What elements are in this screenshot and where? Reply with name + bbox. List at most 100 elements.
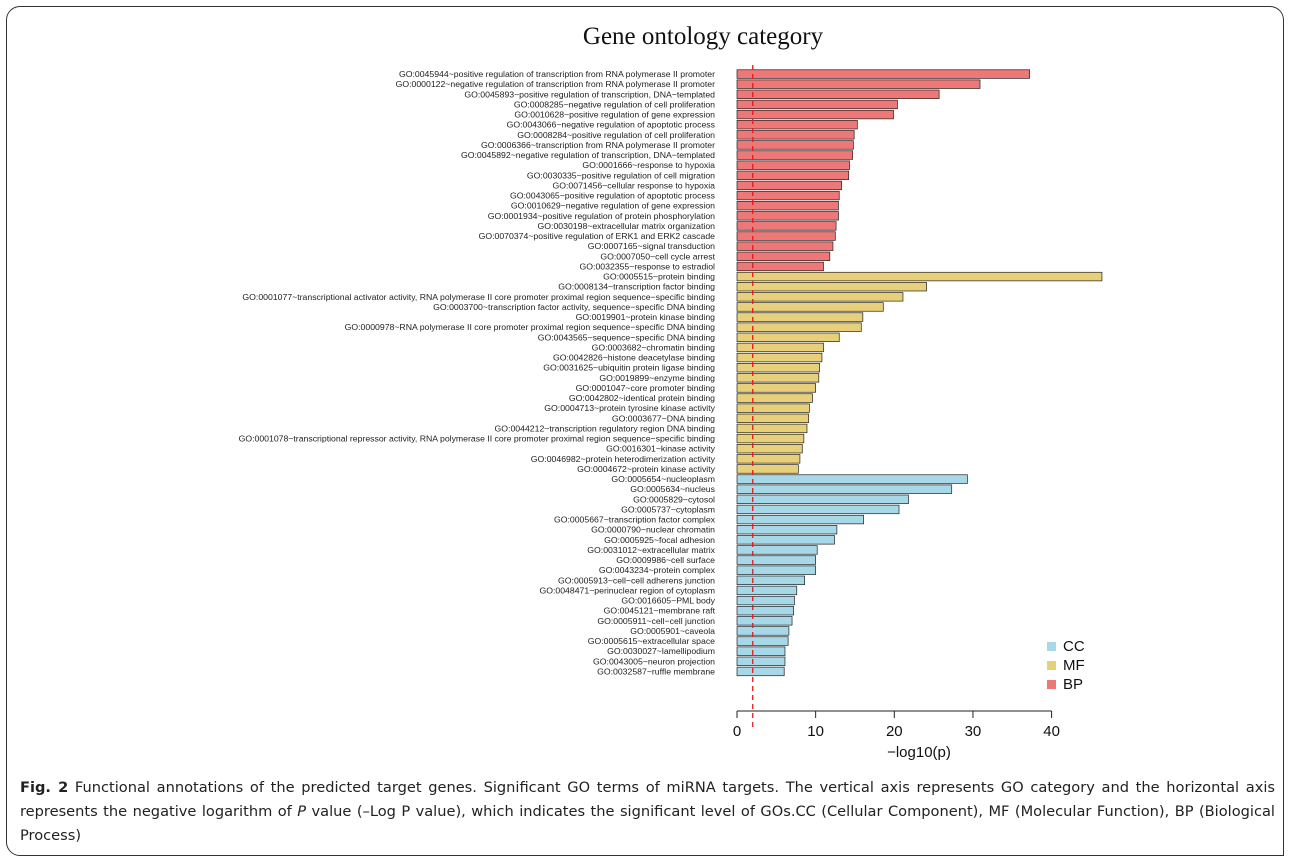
category-label: GO:0005634~nucleus [630, 484, 715, 494]
category-label: GO:0030198~extracellular matrix organiza… [538, 221, 716, 231]
category-label: GO:0044212~transcription regulatory regi… [495, 423, 716, 433]
category-label: GO:0010629~negative regulation of gene e… [511, 201, 715, 211]
category-label: GO:0000978~RNA polymerase II core promot… [345, 322, 716, 332]
category-label: GO:0001666~response to hypoxia [582, 160, 715, 170]
bar-cc [736, 626, 790, 636]
bar-bp [736, 170, 850, 180]
bar-mf [736, 464, 799, 474]
bar-bp [736, 140, 854, 150]
bar-mf [736, 433, 805, 444]
bar-bp [736, 211, 839, 221]
bar-mf [736, 332, 840, 342]
bar-cc [736, 504, 900, 515]
category-label: GO:0007165~signal transduction [588, 241, 715, 251]
category-label: GO:0001047~core promoter binding [576, 383, 715, 393]
bar-cc [736, 525, 838, 535]
category-label: GO:0000122~negative regulation of transc… [396, 79, 716, 89]
bar-cc [736, 555, 817, 565]
bar-bp [736, 69, 1030, 79]
bar-mf [736, 352, 823, 363]
bar-cc [736, 545, 818, 555]
category-label: GO:0048471~perinuclear region of cytopla… [539, 585, 715, 595]
bar-cc [736, 494, 909, 504]
caption-p-italic: P [297, 803, 307, 820]
figure-label: Fig. 2 [20, 779, 69, 796]
figure-caption: Fig. 2 Functional annotations of the pre… [20, 776, 1275, 848]
category-label: GO:0042826~histone deacetylase binding [553, 353, 715, 363]
category-label: GO:0006366~transcription from RNA polyme… [481, 140, 715, 150]
x-tick-label: 20 [886, 723, 903, 740]
figure-frame [6, 6, 1284, 856]
category-label: GO:0043066~negative regulation of apopto… [507, 120, 716, 130]
bars [736, 69, 1103, 677]
category-labels: GO:0045944~positive regulation of transc… [239, 69, 716, 676]
bar-bp [736, 221, 837, 231]
bar-cc [736, 646, 786, 656]
category-label: GO:0031625~ubiquitin protein ligase bind… [543, 363, 715, 373]
bar-bp [736, 241, 834, 251]
category-label: GO:0005737~cytoplasm [621, 504, 715, 514]
bar-mf [736, 454, 801, 464]
bar-cc [736, 585, 798, 596]
legend-label-mf: MF [1063, 657, 1085, 674]
legend-label-cc: CC [1063, 638, 1085, 655]
bar-mf [736, 282, 927, 292]
bar-bp [736, 150, 853, 160]
bar-mf [736, 271, 1103, 282]
legend-swatch-bp [1047, 680, 1056, 689]
category-label: GO:0032355~response to estradiol [580, 261, 716, 271]
legend-label-bp: BP [1063, 676, 1083, 693]
bar-mf [736, 292, 904, 302]
bar-bp [736, 231, 836, 241]
bar-mf [736, 302, 884, 312]
category-label: GO:0005667~transcription factor complex [554, 515, 716, 525]
bar-cc [736, 616, 793, 626]
category-label: GO:0046982~protein heterodimerization ac… [531, 454, 716, 464]
bar-mf [736, 393, 813, 403]
category-label: GO:0043065~positive regulation of apopto… [510, 191, 716, 201]
bar-bp [736, 190, 840, 201]
category-label: GO:0005913~cell−cell adherens junction [558, 575, 715, 585]
category-label: GO:0005925~focal adhesion [604, 535, 715, 545]
bar-cc [736, 514, 864, 525]
category-label: GO:0045892~negative regulation of transc… [461, 150, 715, 160]
category-label: GO:0016301~kinase activity [606, 444, 716, 454]
category-label: GO:0043565~sequence−specific DNA binding [538, 332, 715, 342]
category-label: GO:0005911~cell−cell junction [597, 616, 715, 626]
category-label: GO:0005515~protein binding [603, 272, 715, 282]
bar-bp [736, 99, 898, 110]
bar-mf [736, 444, 803, 454]
bar-mf [736, 312, 864, 322]
bar-bp [736, 130, 855, 140]
bar-cc [736, 535, 835, 545]
category-label: GO:0003700~transcription factor activity… [433, 302, 715, 312]
bar-mf [736, 373, 820, 383]
bar-bp [736, 89, 940, 99]
category-label: GO:0031012~extracellular matrix [587, 545, 715, 555]
bar-cc [736, 656, 786, 666]
x-tick-label: 40 [1043, 723, 1060, 740]
category-label: GO:0008284~positive regulation of cell p… [517, 130, 715, 140]
category-label: GO:0003682~chromatin binding [592, 342, 716, 352]
legend-swatch-mf [1047, 661, 1056, 670]
category-label: GO:0001077~transcriptional activator act… [242, 292, 715, 302]
bar-bp [736, 160, 850, 170]
x-tick-label: 30 [965, 723, 982, 740]
category-label: GO:0001078~transcriptional repressor act… [239, 434, 716, 444]
bar-bp [736, 79, 981, 89]
x-axis-label: −log10(p) [887, 744, 951, 761]
category-label: GO:0009986~cell surface [616, 555, 715, 565]
caption-text-part-1: Functional annotations of the predicted … [20, 779, 1275, 820]
bar-mf [736, 383, 817, 393]
bar-bp [736, 120, 858, 130]
category-label: GO:0005901~caveola [630, 626, 715, 636]
category-label: GO:0030335~positive regulation of cell m… [527, 170, 715, 180]
bar-mf [736, 342, 824, 353]
category-label: GO:0008134~transcription factor binding [558, 282, 715, 292]
category-label: GO:0005829~cytosol [633, 494, 715, 504]
bar-bp [736, 109, 894, 120]
category-label: GO:0008285~negative regulation of cell p… [514, 99, 715, 109]
category-label: GO:0004713~protein tyrosine kinase activ… [544, 403, 715, 413]
category-label: GO:0042802~identical protein binding [569, 393, 715, 403]
bar-bp [736, 201, 839, 211]
